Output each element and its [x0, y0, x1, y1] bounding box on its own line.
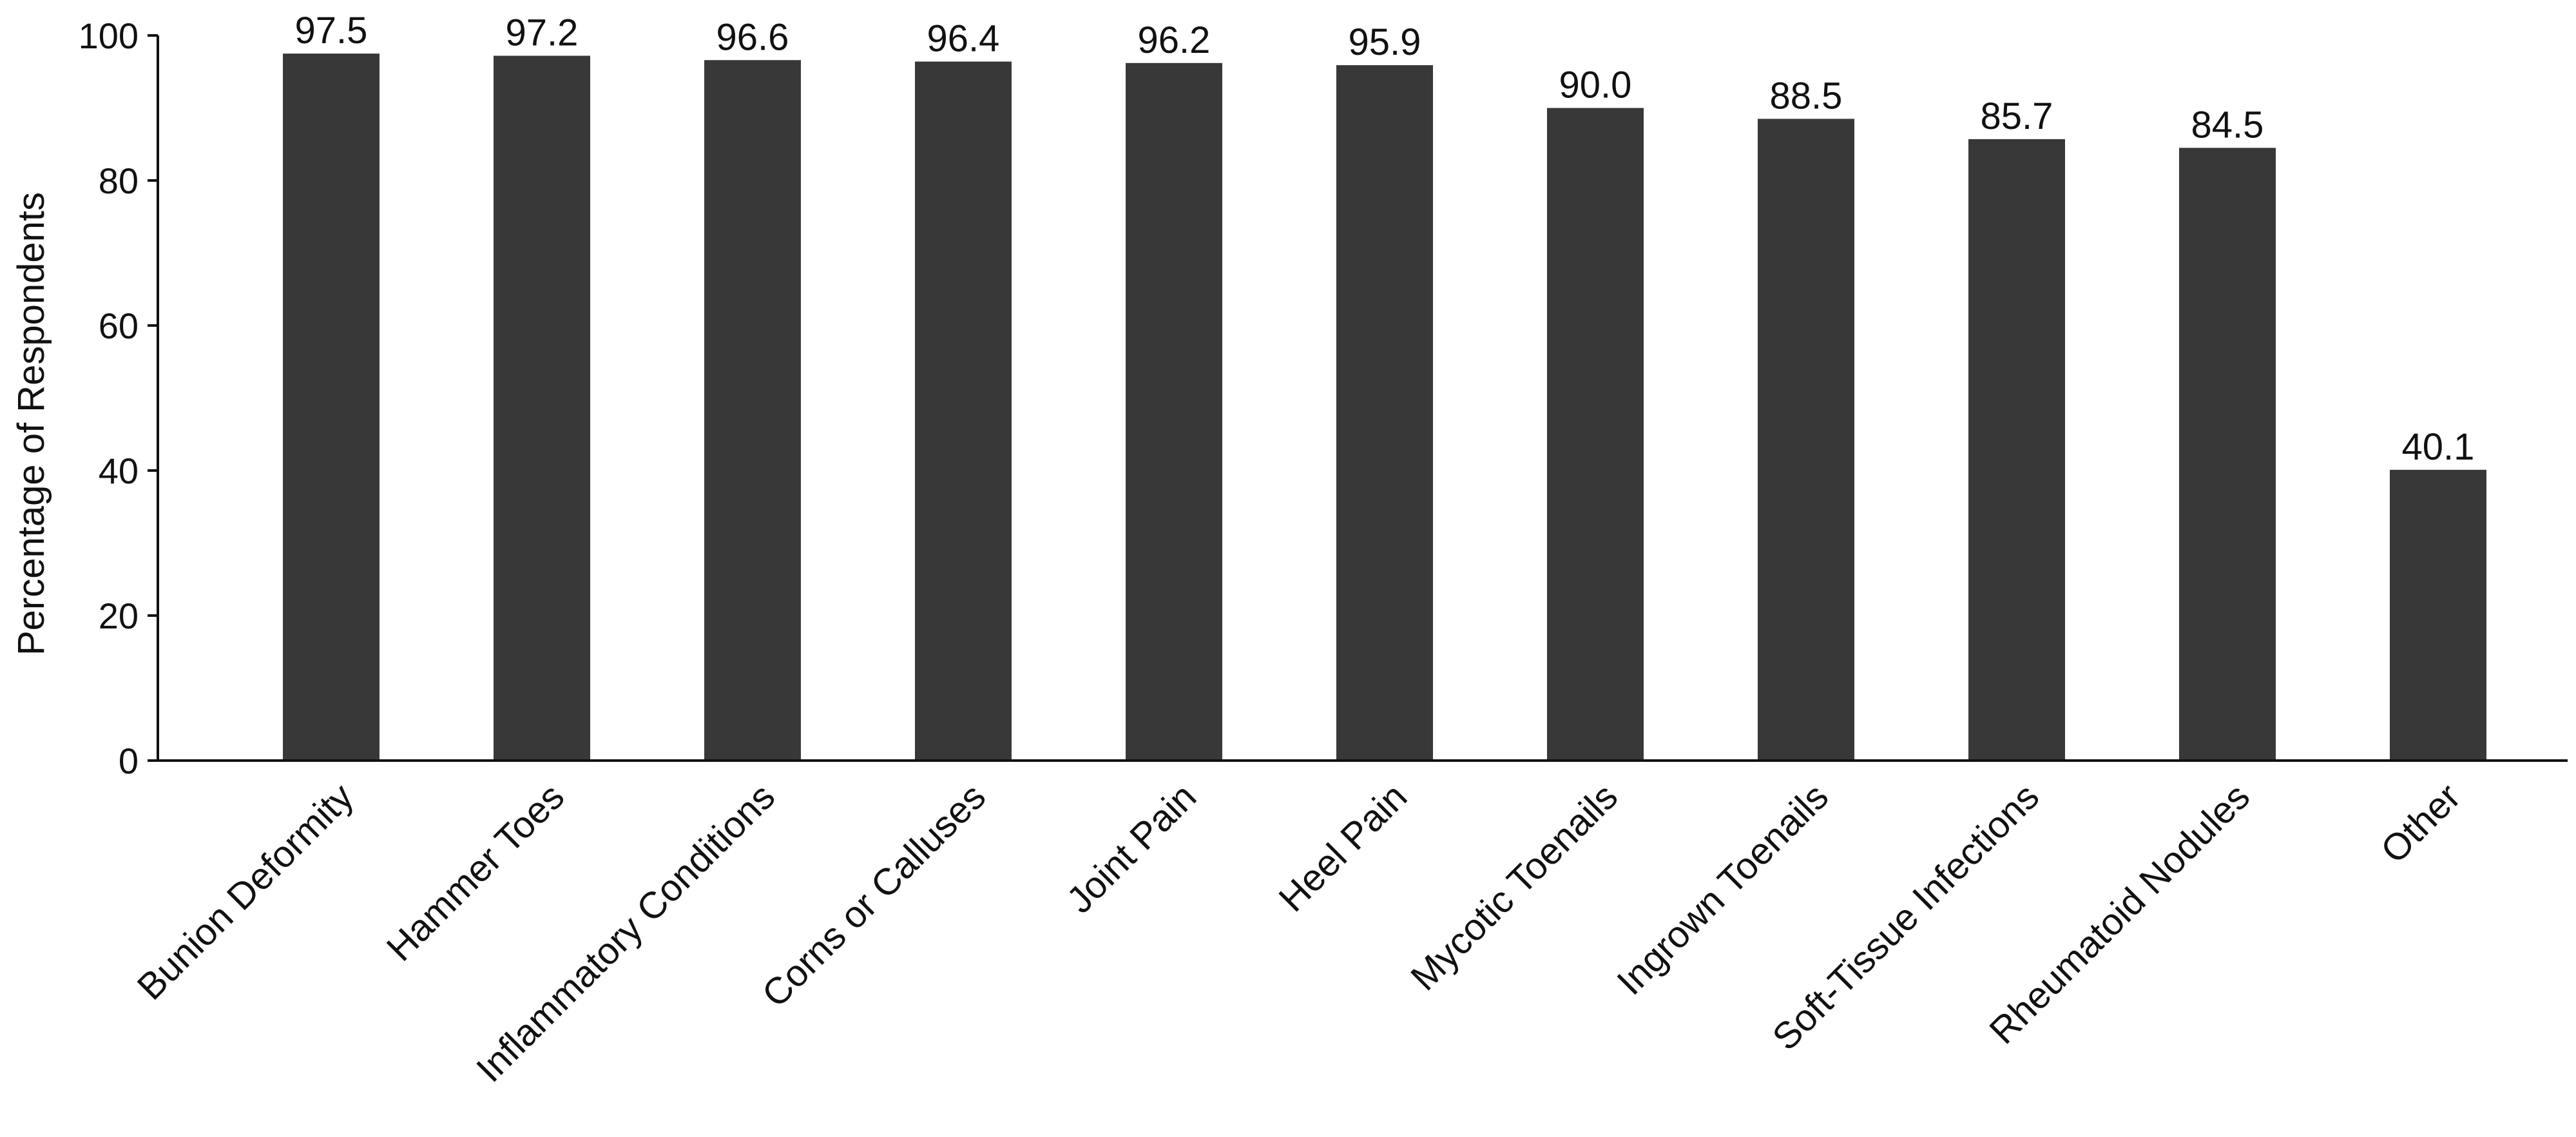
- x-category-label: Mycotic Toenails: [1403, 775, 1626, 998]
- bar-value-label: 40.1: [2402, 426, 2475, 468]
- bar: [283, 53, 380, 761]
- y-tick-label: 20: [99, 596, 139, 636]
- bar: [1968, 139, 2065, 761]
- y-tick-label: 0: [119, 741, 139, 781]
- bar: [494, 55, 590, 761]
- x-category-label: Heel Pain: [1271, 775, 1415, 920]
- x-category-label: Other: [2373, 775, 2469, 871]
- x-category-label: Joint Pain: [1059, 775, 1204, 921]
- y-tick-label: 40: [99, 451, 139, 491]
- y-tick-label: 80: [99, 160, 139, 201]
- bar-value-label: 88.5: [1770, 75, 1843, 117]
- bar-value-label: 84.5: [2191, 104, 2264, 146]
- bar: [915, 61, 1012, 761]
- x-category-label: Bunion Deformity: [130, 775, 362, 1008]
- bar-value-label: 90.0: [1559, 64, 1632, 106]
- bar-value-label: 96.4: [927, 18, 1000, 60]
- x-category-label: Ingrown Toenails: [1609, 775, 1836, 1003]
- y-tick-label: 100: [79, 15, 139, 56]
- bar-value-label: 96.6: [716, 16, 789, 58]
- x-axis: Bunion Deformity Hammer ToesInflammatory …: [130, 759, 2568, 1090]
- y-axis-title: Percentage of Respondents: [10, 192, 52, 656]
- x-category-label: Corns or Calluses: [754, 775, 994, 1015]
- bar: [704, 60, 801, 761]
- bar-value-label: 95.9: [1349, 21, 1421, 63]
- bar: [2179, 148, 2276, 761]
- y-axis: 0 20 40 60 80 100: [79, 15, 159, 781]
- y-tick-label: 60: [99, 306, 139, 346]
- bar: [1547, 108, 1644, 761]
- bar: [2390, 469, 2486, 761]
- bar: [1758, 119, 1854, 761]
- bars: 97.5 97.2 96.6 96.4 96.2 95.9 90.0 88.5 85.7 84.5…: [283, 10, 2486, 761]
- bar-value-label: 97.2: [506, 12, 579, 54]
- x-category-label: Hammer Toes: [379, 775, 572, 969]
- bar: [1126, 63, 1222, 761]
- bar: [1336, 65, 1433, 761]
- bar-value-label: 96.2: [1138, 19, 1211, 61]
- bar-value-label: 85.7: [1981, 95, 2053, 137]
- bar-value-label: 97.5: [295, 10, 368, 52]
